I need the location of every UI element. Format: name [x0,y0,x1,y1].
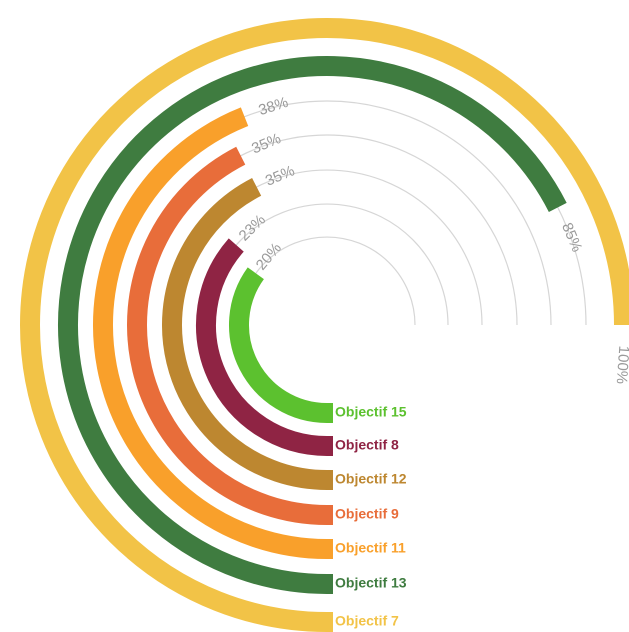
bar-objectif-12 [162,177,333,490]
series-label: Objectif 12 [335,471,407,487]
bar-objectif-7 [20,18,629,632]
series-label: Objectif 15 [335,404,407,420]
value-label: 35% [263,162,297,189]
value-label: 100% [613,345,629,384]
value-label: 85% [558,220,585,254]
bar-objectif-8 [196,238,333,456]
series-label: Objectif 9 [335,506,399,522]
series-label: Objectif 8 [335,437,399,453]
value-label: 38% [257,94,291,119]
gridline [171,169,483,326]
bars [20,18,629,632]
series-label: Objectif 7 [335,613,399,629]
series-label: Objectif 13 [335,575,407,591]
series-label: Objectif 11 [335,540,406,556]
bar-objectif-9 [127,146,333,525]
bar-objectif-15 [229,267,333,423]
value-label: 20% [253,240,285,274]
value-label: 35% [249,130,283,157]
bar-objectif-11 [93,107,333,559]
bar-objectif-13 [58,56,567,594]
